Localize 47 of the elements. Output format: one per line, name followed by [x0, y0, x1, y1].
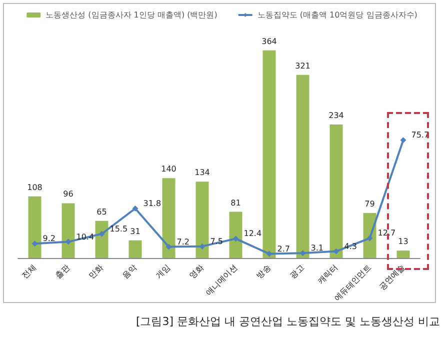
- x-tick-label: 방송: [254, 262, 272, 280]
- x-tick-label: 게임: [154, 262, 172, 280]
- point: [132, 206, 138, 212]
- data-label: 31: [130, 226, 140, 236]
- bar: [262, 50, 276, 258]
- x-tick-label: 광고: [288, 262, 306, 280]
- data-label: 81: [230, 198, 241, 208]
- x-tick-label: 영화: [188, 262, 206, 280]
- text: [그림3] 문화산업 내 공연산업 노동집약도 및 노동생산성 비교: [136, 314, 440, 329]
- bar: [128, 240, 142, 258]
- data-label: 7.2: [176, 237, 190, 246]
- data-label: 321: [295, 61, 310, 70]
- data-label: 13: [398, 237, 408, 246]
- data-label: 134: [194, 168, 210, 178]
- data-label: 9.2: [42, 234, 56, 244]
- data-label: 108: [27, 182, 42, 192]
- data-label: 96: [63, 190, 74, 199]
- x-tick-label: 음악: [120, 262, 138, 280]
- data-label: 79: [364, 199, 375, 208]
- data-label: 2.7: [277, 244, 290, 254]
- bar: [28, 196, 42, 258]
- point: [98, 230, 105, 237]
- bar: [396, 250, 410, 258]
- bar: [162, 178, 176, 258]
- legend-label: 노동집약도 (매출액 10억원당 임금종사자수): [257, 10, 418, 20]
- data-label: 140: [161, 164, 176, 174]
- bar: [296, 74, 310, 258]
- bar: [95, 220, 108, 258]
- legend-label: 노동생산성 (임금종사자 1인당 매출액) (백만원): [46, 10, 218, 20]
- point: [366, 235, 373, 242]
- point: [232, 236, 239, 242]
- point: [400, 137, 406, 144]
- bar: [229, 212, 242, 258]
- data-label: 15.5: [110, 224, 128, 234]
- data-label: 12.4: [244, 229, 262, 238]
- x-tick-label: 출판: [54, 262, 72, 280]
- data-label: 31.8: [143, 199, 162, 208]
- data-label: 234: [328, 111, 344, 120]
- bar: [62, 203, 75, 258]
- bar: [330, 124, 343, 258]
- data-label: 65: [96, 207, 107, 216]
- data-label: 12.7: [378, 228, 396, 238]
- x-tick-label: 만화: [87, 262, 105, 280]
- data-label: 364: [262, 36, 277, 46]
- x-tick-label: 전체: [20, 262, 38, 280]
- data-label: 3.1: [310, 244, 324, 253]
- bar: [196, 182, 209, 258]
